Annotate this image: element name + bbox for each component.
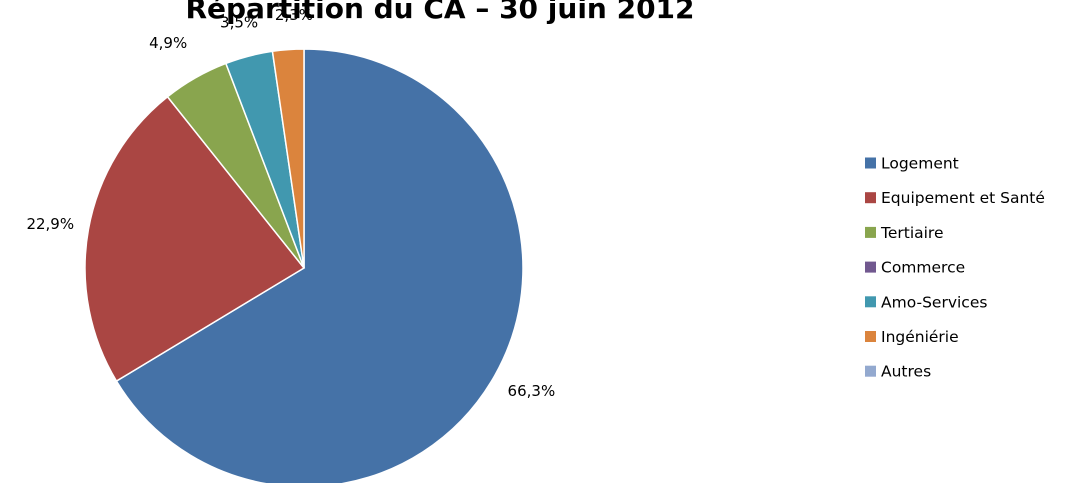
legend-swatch — [865, 261, 876, 273]
legend-swatch — [865, 296, 876, 308]
data-label: 2,3% — [275, 6, 313, 24]
legend-label: Commerce — [881, 259, 965, 277]
legend-label: Equipement et Santé — [881, 189, 1045, 207]
legend-label: Logement — [881, 155, 959, 173]
legend-label: Amo-Services — [881, 293, 987, 311]
legend-swatch — [865, 226, 876, 238]
pie-slice-equipement-et-sant- — [84, 95, 306, 383]
legend-swatch — [865, 365, 876, 377]
legend-label: Ingéniérie — [881, 328, 959, 346]
legend-swatch — [865, 157, 876, 169]
data-label: 3,5% — [220, 13, 258, 31]
legend-swatch — [865, 331, 876, 342]
slice-labels: 66,3% 22,9% 4,9% 3,5% 2,3% — [26, 6, 555, 400]
pie-slice-logement — [115, 48, 524, 483]
legend: Logement Equipement et Santé Tertiaire Comm… — [865, 155, 1045, 381]
data-label: 66,3% — [508, 382, 556, 400]
pie-slices — [84, 48, 524, 483]
legend-swatch — [865, 192, 876, 204]
pie-slice-ing-ni-rie — [271, 48, 305, 269]
legend-label: Tertiaire — [880, 224, 944, 242]
data-label: 22,9% — [26, 215, 74, 233]
data-label: 4,9% — [149, 34, 187, 52]
chart-title: Répartition du CA – 30 juin 2012 — [185, 0, 694, 25]
legend-label: Autres — [881, 363, 931, 381]
